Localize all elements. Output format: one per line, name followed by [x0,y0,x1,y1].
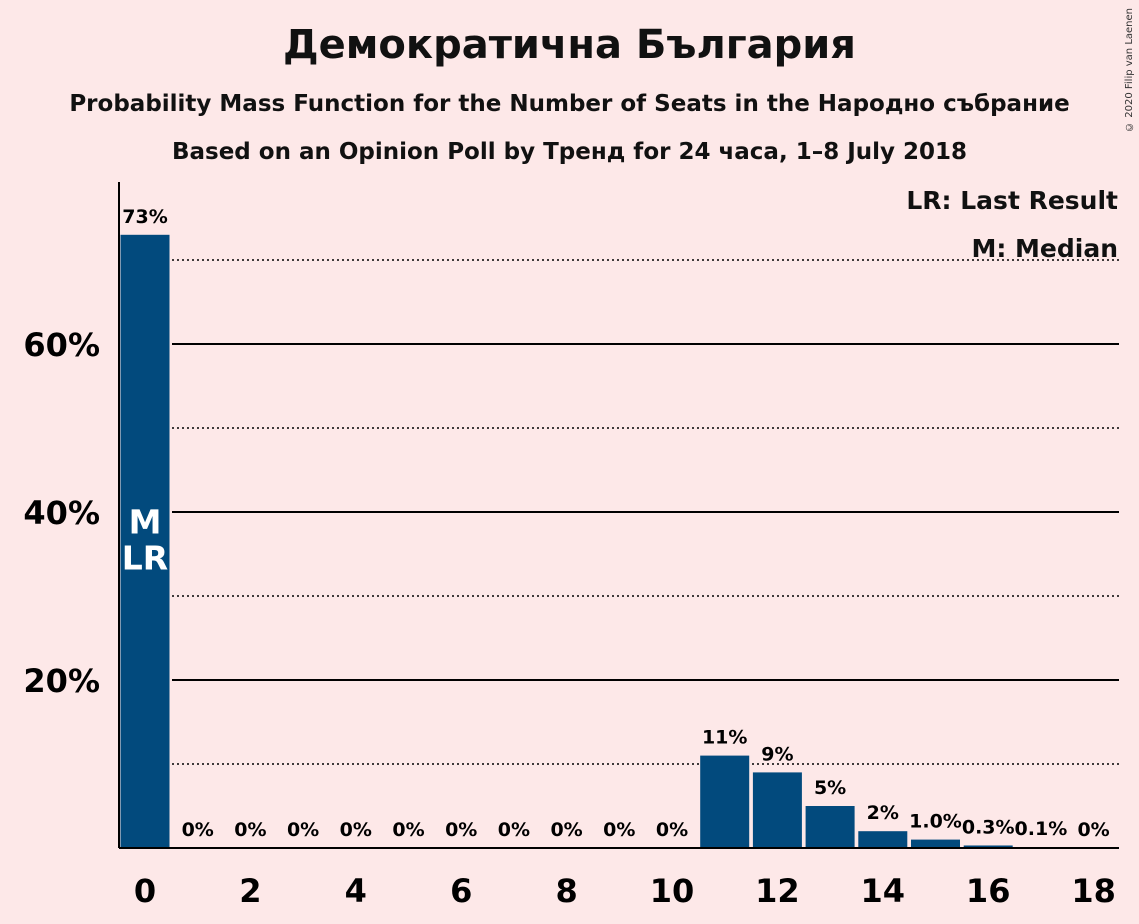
data-label: 0% [1077,819,1109,841]
data-label: 0% [287,819,319,841]
data-label: 0% [498,819,530,841]
legend-median: M: Median [971,234,1118,263]
data-label: 2% [867,802,899,824]
data-label: 5% [814,777,846,799]
data-label: 9% [761,743,793,765]
bar [963,845,1013,848]
data-label: 0.3% [962,816,1015,838]
data-label: 0% [603,819,635,841]
y-tick-label: 20% [23,662,100,700]
bar [858,831,908,848]
x-tick-label: 12 [755,872,800,910]
x-tick-label: 0 [134,872,156,910]
bar-marker-label: LR [122,538,168,577]
bar [752,772,802,848]
data-label: 0% [340,819,372,841]
chart-subtitle: Probability Mass Function for the Number… [69,91,1070,117]
y-tick-label: 60% [23,326,100,364]
data-label: 0% [550,819,582,841]
bar [911,839,960,848]
x-tick-label: 10 [650,872,695,910]
chart-title: Демократична България [282,22,856,68]
bar [120,234,170,849]
data-label: 1.0% [909,811,962,833]
bar [805,806,855,848]
y-tick-label: 40% [23,494,100,532]
data-label: 73% [122,206,167,228]
data-label: 0% [234,819,266,841]
bar-marker-label: M [129,502,162,541]
data-label: 0% [656,819,688,841]
x-tick-label: 14 [861,872,906,910]
x-tick-label: 16 [966,872,1011,910]
x-tick-label: 4 [345,872,367,910]
x-tick-label: 6 [450,872,472,910]
chart-source-subtitle: Based on an Opinion Poll by Тренд for 24… [171,139,968,165]
data-label: 0% [182,819,214,841]
data-label: 0.1% [1015,818,1068,840]
x-tick-label: 8 [555,872,577,910]
legend-last-result: LR: Last Result [906,186,1118,215]
x-tick-label: 18 [1071,872,1116,910]
x-tick-label: 2 [239,872,261,910]
data-label: 0% [392,819,424,841]
data-label: 0% [445,819,477,841]
data-label: 11% [702,727,747,749]
bar [700,755,750,848]
